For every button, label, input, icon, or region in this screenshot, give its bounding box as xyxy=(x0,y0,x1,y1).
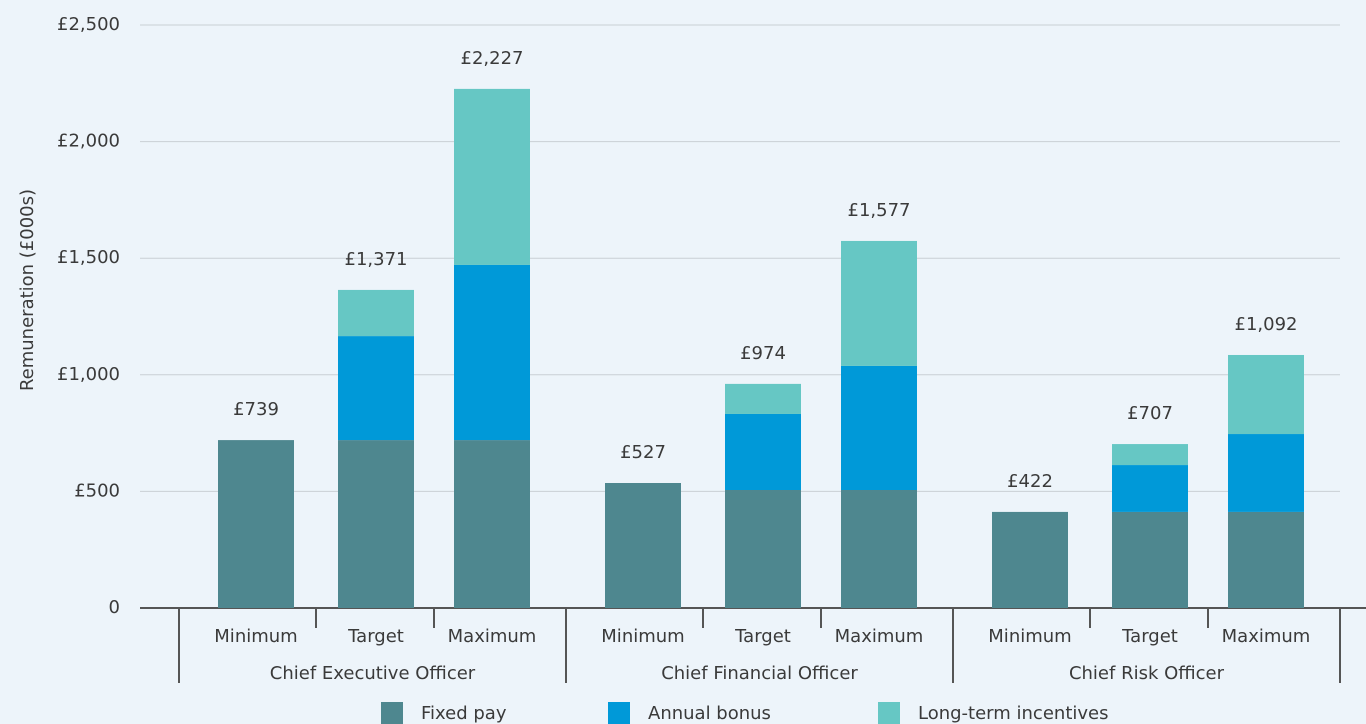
bar-segment xyxy=(1112,444,1188,466)
x-tick-label: Target xyxy=(1121,626,1178,647)
total-label: £527 xyxy=(620,442,666,463)
bar-segment xyxy=(841,490,917,608)
y-tick-label: £2,000 xyxy=(57,131,120,152)
legend-label: Fixed pay xyxy=(421,703,507,724)
y-tick-label: £500 xyxy=(74,480,120,501)
legend-label: Annual bonus xyxy=(648,703,771,724)
bar-segment xyxy=(841,240,917,366)
bar-segment xyxy=(338,289,414,337)
total-label: £1,092 xyxy=(1235,314,1298,335)
legend-swatch xyxy=(381,702,403,724)
total-label: £739 xyxy=(233,399,279,420)
bar-segment xyxy=(725,383,801,414)
bar-segment xyxy=(725,413,801,491)
bar-segment xyxy=(1228,511,1304,608)
bar-segment xyxy=(454,88,530,265)
y-tick-label: 0 xyxy=(109,597,120,618)
x-tick-label: Maximum xyxy=(835,626,924,647)
bar-segment xyxy=(1112,465,1188,512)
bar-segment xyxy=(605,483,681,608)
x-tick-label: Maximum xyxy=(448,626,537,647)
total-label: £2,227 xyxy=(461,48,524,69)
bar-segment xyxy=(992,511,1068,608)
bar-segment xyxy=(1112,511,1188,608)
bar-segment xyxy=(1228,434,1304,512)
total-label: £422 xyxy=(1007,471,1053,492)
bar-segment xyxy=(725,490,801,608)
x-tick-label: Minimum xyxy=(214,626,297,647)
legend-swatch xyxy=(608,702,630,724)
bar-segment xyxy=(454,264,530,441)
bar-segment xyxy=(841,365,917,491)
group-label: Chief Risk Officer xyxy=(1069,663,1225,684)
total-label: £707 xyxy=(1127,403,1173,424)
total-label: £1,371 xyxy=(345,249,408,270)
x-tick-label: Target xyxy=(347,626,404,647)
x-tick-label: Minimum xyxy=(988,626,1071,647)
x-tick-label: Maximum xyxy=(1222,626,1311,647)
total-label: £974 xyxy=(740,343,786,364)
y-axis-title: Remuneration (£000s) xyxy=(17,189,38,391)
y-tick-label: £1,000 xyxy=(57,364,120,385)
legend-swatch xyxy=(878,702,900,724)
bar-segment xyxy=(218,440,294,608)
bar-segment xyxy=(338,336,414,441)
bar-segment xyxy=(338,440,414,608)
group-label: Chief Executive Officer xyxy=(270,663,476,684)
x-tick-label: Target xyxy=(734,626,791,647)
y-tick-label: £1,500 xyxy=(57,247,120,268)
x-tick-label: Minimum xyxy=(601,626,684,647)
group-label: Chief Financial Officer xyxy=(661,663,858,684)
bar-segment xyxy=(454,440,530,608)
bar-segment xyxy=(1228,354,1304,435)
legend-label: Long-term incentives xyxy=(918,703,1108,724)
y-tick-label: £2,500 xyxy=(57,14,120,35)
total-label: £1,577 xyxy=(848,200,911,221)
